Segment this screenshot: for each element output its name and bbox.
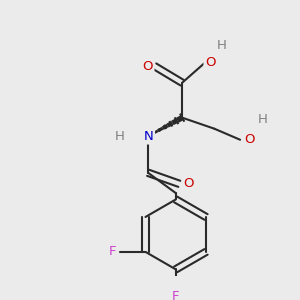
Text: H: H [217,40,226,52]
Text: H: H [115,130,124,142]
Text: F: F [109,245,116,258]
Text: O: O [244,133,254,146]
Text: O: O [142,60,152,73]
Text: O: O [206,56,216,69]
Text: H: H [258,113,268,126]
Text: F: F [172,290,179,300]
Text: N: N [143,130,153,142]
Text: O: O [183,177,194,190]
